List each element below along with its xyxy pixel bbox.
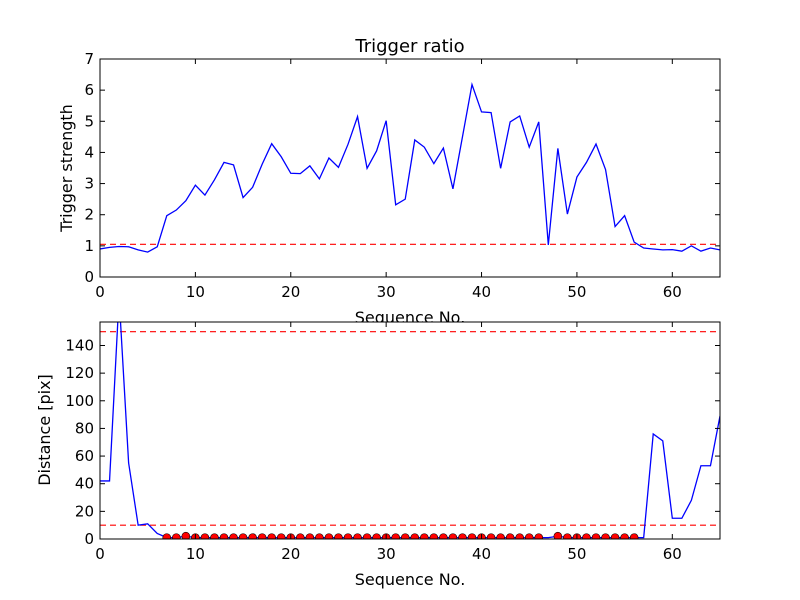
data-point-marker	[334, 533, 343, 539]
data-point-marker	[372, 533, 381, 539]
data-point-marker	[620, 533, 629, 539]
y-tick-label: 40	[75, 475, 94, 493]
data-point-marker	[524, 533, 534, 539]
data-point-marker	[172, 533, 181, 539]
data-point-marker	[563, 533, 572, 539]
data-point-marker	[305, 533, 315, 539]
data-point-marker	[400, 533, 410, 539]
plot-area	[100, 322, 720, 539]
data-point-marker	[219, 533, 229, 539]
data-point-marker	[534, 533, 544, 539]
x-tick-label: 40	[472, 283, 491, 301]
data-point-marker	[362, 533, 372, 539]
data-point-marker	[229, 533, 238, 539]
data-point-marker	[629, 533, 639, 539]
y-tick-label: 60	[75, 447, 94, 465]
data-point-marker	[601, 533, 610, 539]
data-point-marker	[591, 533, 601, 539]
y-tick-label: 5	[84, 112, 94, 130]
y-tick-label: 6	[84, 81, 94, 99]
axes-frame	[99, 321, 721, 540]
y-tick-label: 20	[75, 502, 94, 520]
y-tick-label: 0	[84, 268, 94, 286]
y-tick-label: 140	[65, 336, 94, 354]
y-axis-label: Trigger strength	[57, 104, 76, 233]
x-tick-label: 20	[281, 545, 300, 563]
x-tick-label: 40	[472, 545, 491, 563]
y-tick-label: 2	[84, 206, 94, 224]
data-point-marker	[467, 533, 477, 539]
data-point-marker	[343, 533, 353, 539]
y-axis-label: Distance [pix]	[35, 374, 54, 486]
x-tick-label: 30	[377, 283, 396, 301]
data-point-marker	[248, 533, 257, 539]
chart-title: Trigger ratio	[354, 36, 464, 57]
data-point-marker	[410, 533, 420, 539]
data-point-marker	[439, 533, 448, 539]
subplot-distance: 0 10 20 30 40 50 60 0 20 40 60 80 100 120 140 Sequenc…	[35, 321, 721, 589]
x-axis-label: Sequence No.	[355, 570, 466, 589]
x-tick-label: 50	[567, 545, 586, 563]
data-point-marker	[496, 533, 505, 539]
x-tick-label: 0	[95, 283, 105, 301]
data-point-marker	[315, 533, 324, 539]
data-point-marker	[276, 533, 286, 539]
data-point-marker	[324, 533, 334, 539]
x-tick-label: 50	[567, 283, 586, 301]
data-point-marker	[353, 533, 362, 539]
data-point-marker	[505, 533, 515, 539]
y-tick-label: 4	[84, 143, 94, 161]
data-point-marker	[448, 533, 458, 539]
data-point-marker	[210, 533, 219, 539]
data-point-marker	[582, 533, 591, 539]
y-tick-label: 7	[84, 50, 94, 68]
data-point-marker	[610, 533, 620, 539]
series-line	[100, 81, 720, 253]
data-point-marker	[391, 533, 400, 539]
y-tick-label: 3	[84, 175, 94, 193]
data-point-marker	[458, 533, 467, 539]
data-point-marker	[267, 533, 276, 539]
x-tick-label: 60	[663, 283, 682, 301]
x-tick-label: 10	[186, 545, 205, 563]
data-point-marker	[420, 533, 429, 539]
data-point-marker	[486, 533, 496, 539]
x-tick-label: 60	[663, 545, 682, 563]
data-point-marker	[515, 533, 524, 539]
y-tick-label: 1	[84, 237, 94, 255]
data-point-marker	[162, 533, 172, 539]
axes-frame	[99, 58, 721, 278]
data-point-marker	[553, 531, 563, 539]
data-point-marker	[429, 533, 439, 539]
y-tick-label: 80	[75, 419, 94, 437]
x-tick-label: 10	[186, 283, 205, 301]
data-point-marker	[238, 533, 248, 539]
x-tick-label: 20	[281, 283, 300, 301]
data-point-marker	[200, 533, 210, 539]
x-tick-label: 30	[377, 545, 396, 563]
data-point-marker	[257, 533, 267, 539]
data-point-marker	[181, 531, 191, 539]
data-point-marker	[296, 533, 305, 539]
y-tick-label: 0	[84, 530, 94, 548]
y-tick-label: 100	[65, 392, 94, 410]
y-tick-label: 120	[65, 364, 94, 382]
x-tick-label: 0	[95, 545, 105, 563]
